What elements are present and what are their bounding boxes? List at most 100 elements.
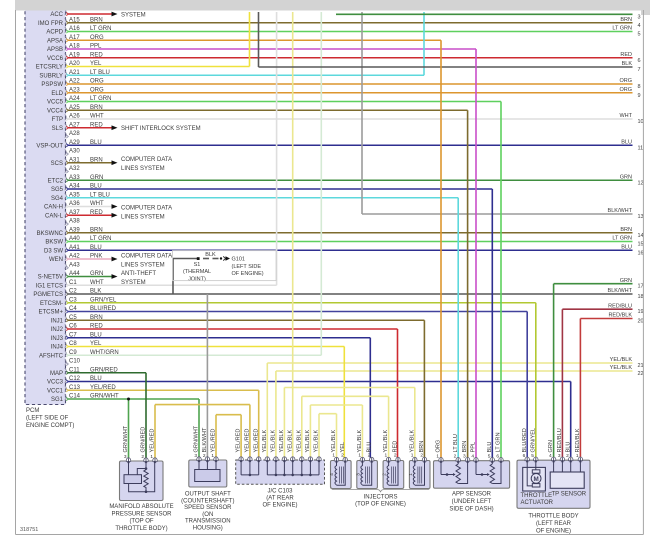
svg-text:GRN/YEL: GRN/YEL [530,428,536,453]
svg-text:YEL/RED: YEL/RED [253,429,259,453]
svg-text:C5: C5 [69,315,77,321]
svg-text:(COUNTERSHAFT): (COUNTERSHAFT) [181,498,234,504]
svg-text:RED: RED [90,324,103,330]
svg-text:ANTI-THEFT: ANTI-THEFT [121,271,156,277]
svg-text:PSPSW: PSPSW [41,82,63,88]
svg-text:WHT: WHT [90,114,104,120]
svg-text:2: 2 [141,454,144,460]
svg-text:A17: A17 [69,35,80,41]
svg-text:APSA: APSA [47,38,63,44]
svg-text:10: 10 [638,119,644,125]
svg-text:16: 16 [638,250,644,256]
svg-text:A36: A36 [69,201,80,207]
svg-text:BLU: BLU [621,244,632,250]
svg-text:BRN: BRN [90,157,103,163]
svg-text:C6: C6 [69,324,77,330]
svg-text:BLU: BLU [487,442,493,453]
svg-text:(TOP OF ENGINE): (TOP OF ENGINE) [355,502,406,508]
svg-text:3: 3 [194,453,197,459]
svg-text:1: 1 [576,453,579,459]
svg-text:GRN/WHT: GRN/WHT [123,425,129,452]
svg-text:BRN: BRN [419,441,425,453]
svg-text:INJ1: INJ1 [51,318,64,324]
svg-text:A22: A22 [69,79,80,85]
svg-text:COMPUTER DATA: COMPUTER DATA [121,157,172,163]
svg-text:RED/BLK: RED/BLK [608,313,632,319]
svg-text:SIDE OF DASH): SIDE OF DASH) [449,507,493,513]
svg-text:YEL/RED: YEL/RED [245,429,251,453]
svg-text:(AT REAR: (AT REAR [266,496,294,502]
svg-text:17: 17 [638,284,644,290]
svg-text:PPL: PPL [471,442,477,453]
svg-text:RED: RED [90,52,103,58]
svg-text:BRN: BRN [620,17,632,23]
svg-text:C7: C7 [69,332,77,338]
svg-text:VCC5: VCC5 [47,100,64,106]
svg-text:ACTUATOR: ACTUATOR [521,500,554,506]
svg-text:SYSTEM: SYSTEM [121,280,146,286]
svg-text:YEL: YEL [340,442,346,453]
svg-text:YEL/BLK: YEL/BLK [357,430,363,453]
svg-text:2: 2 [203,453,206,459]
svg-text:A32: A32 [69,166,80,172]
svg-text:A29: A29 [69,140,80,146]
svg-text:CAN-L: CAN-L [45,213,64,219]
svg-text:BLU: BLU [90,184,102,190]
svg-text:A24: A24 [69,96,80,102]
svg-text:C12: C12 [69,376,81,382]
svg-text:FTP: FTP [52,117,63,123]
svg-text:BLU: BLU [366,442,372,453]
svg-text:A26: A26 [69,114,80,120]
svg-text:5: 5 [638,32,641,38]
svg-text:13: 13 [638,214,644,220]
svg-text:A41: A41 [69,245,80,251]
svg-text:C10: C10 [69,359,81,365]
svg-text:1: 1 [358,453,361,459]
svg-text:A43: A43 [69,262,80,268]
svg-text:21: 21 [638,363,644,369]
svg-text:APP SENSOR: APP SENSOR [452,492,492,498]
svg-text:LT GRN: LT GRN [496,433,502,453]
svg-text:8: 8 [638,84,641,90]
svg-text:SHIFT INTERLOCK SYSTEM: SHIFT INTERLOCK SYSTEM [121,126,201,132]
svg-text:A38: A38 [69,219,80,225]
svg-text:YEL/BLK: YEL/BLK [610,365,633,371]
svg-text:(LEFT SIDE: (LEFT SIDE [232,264,262,270]
svg-text:WHT: WHT [619,113,632,119]
svg-text:22: 22 [638,371,644,377]
svg-text:COMPUTER DATA: COMPUTER DATA [121,205,172,211]
svg-text:SG4: SG4 [51,196,64,202]
svg-text:YEL/BLK: YEL/BLK [279,430,285,453]
svg-text:INJ3: INJ3 [51,336,64,342]
svg-text:YEL/BLK: YEL/BLK [305,430,311,453]
svg-text:YEL/BLK: YEL/BLK [610,357,633,363]
svg-text:(LEFT REAR: (LEFT REAR [536,521,572,527]
svg-text:A33: A33 [69,175,80,181]
svg-text:JOINT): JOINT) [188,276,206,282]
svg-text:ORG: ORG [619,78,632,84]
svg-text:YEL/BLK: YEL/BLK [262,430,268,453]
svg-text:LT BLU: LT BLU [90,192,110,198]
svg-text:BLK: BLK [622,61,633,67]
svg-text:5: 5 [488,454,491,460]
svg-text:BRN: BRN [90,105,103,111]
svg-text:(TOP OF: (TOP OF [129,519,153,525]
svg-text:15: 15 [638,242,644,248]
svg-text:COMPUTER DATA: COMPUTER DATA [121,253,172,259]
svg-text:BLU: BLU [90,140,102,146]
svg-text:BRN: BRN [620,227,632,233]
svg-text:IMO FPR: IMO FPR [38,21,64,27]
svg-text:BLK: BLK [90,289,101,295]
svg-text:2: 2 [341,453,344,459]
svg-text:2: 2 [566,453,569,459]
svg-text:BLU: BLU [621,139,632,145]
svg-text:BRN: BRN [90,227,103,233]
svg-text:PPL: PPL [90,44,102,50]
svg-text:APSB: APSB [47,47,63,53]
svg-text:A34: A34 [69,184,80,190]
svg-text:A39: A39 [69,227,80,233]
svg-text:THROTTLE BODY: THROTTLE BODY [528,514,578,520]
svg-text:GRN/YEL: GRN/YEL [90,297,117,303]
svg-text:C14: C14 [69,394,81,400]
svg-text:CAN-H: CAN-H [44,205,63,211]
